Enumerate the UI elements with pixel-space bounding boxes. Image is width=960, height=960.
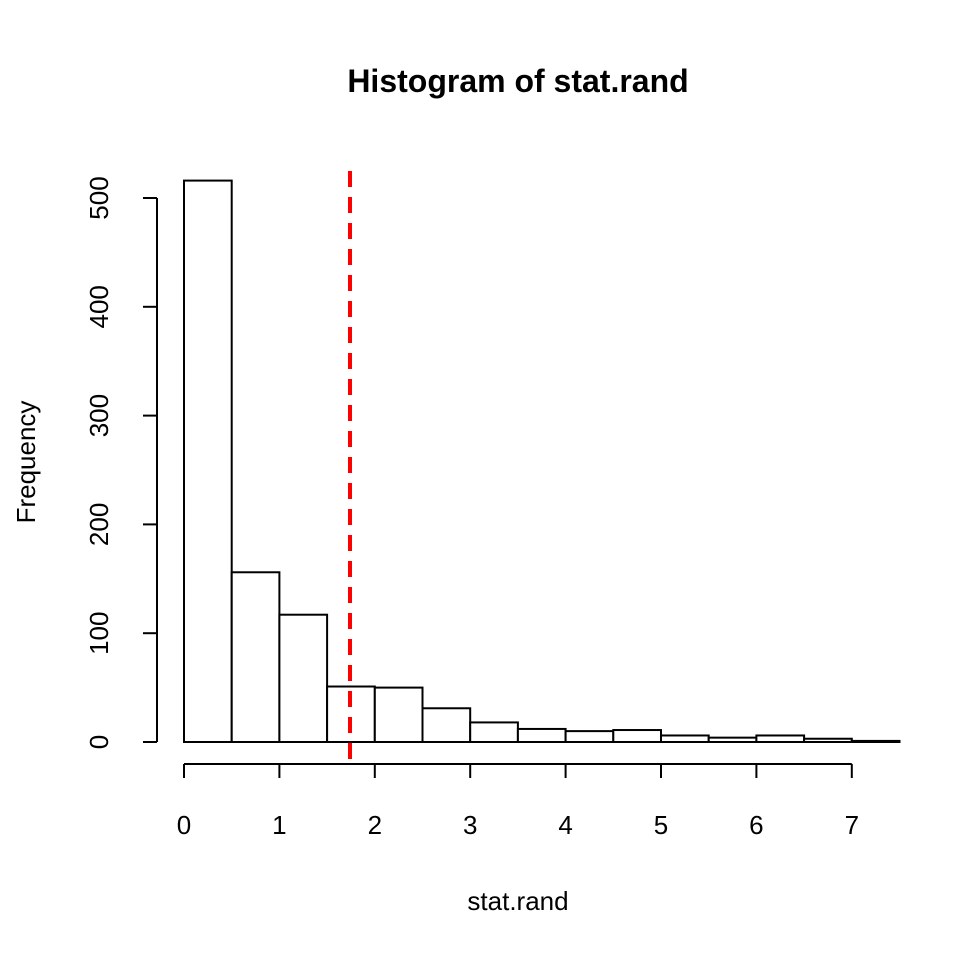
y-tick-label: 500 <box>84 176 114 219</box>
y-tick-label: 400 <box>84 285 114 328</box>
x-axis: 0 1 2 3 4 5 6 7 <box>177 763 859 840</box>
histogram-bar <box>183 179 233 744</box>
y-tick-label: 200 <box>84 503 114 546</box>
x-tick-label: 3 <box>463 810 477 840</box>
y-tick-label: 100 <box>84 612 114 655</box>
x-tick-label: 1 <box>272 810 286 840</box>
histogram-bar <box>660 734 710 743</box>
histogram-bar <box>564 730 615 743</box>
histogram-bar <box>516 727 567 743</box>
histogram-bar <box>850 739 901 743</box>
x-tick-label: 5 <box>654 810 668 840</box>
chart-title: Histogram of stat.rand <box>347 63 688 99</box>
histogram-bar <box>278 613 329 743</box>
y-tick-label: 0 <box>84 735 114 749</box>
histogram-bars <box>183 179 901 744</box>
x-axis-label: stat.rand <box>467 886 568 916</box>
y-tick-label: 300 <box>84 394 114 437</box>
histogram-bar <box>612 729 662 743</box>
histogram-bar <box>707 736 758 744</box>
histogram-bar <box>469 721 519 744</box>
x-tick-label: 0 <box>177 810 191 840</box>
y-axis: 0 100 200 300 400 500 <box>84 176 158 749</box>
x-tick-label: 7 <box>845 810 859 840</box>
x-tick-label: 6 <box>749 810 763 840</box>
x-tick-label: 2 <box>368 810 382 840</box>
histogram-bar <box>230 571 281 743</box>
histogram-bar <box>803 737 853 744</box>
histogram-bar <box>373 686 424 743</box>
x-tick-label: 4 <box>558 810 572 840</box>
histogram-bar <box>421 707 472 743</box>
y-axis-label: Frequency <box>11 401 41 524</box>
histogram-bar <box>755 734 806 743</box>
